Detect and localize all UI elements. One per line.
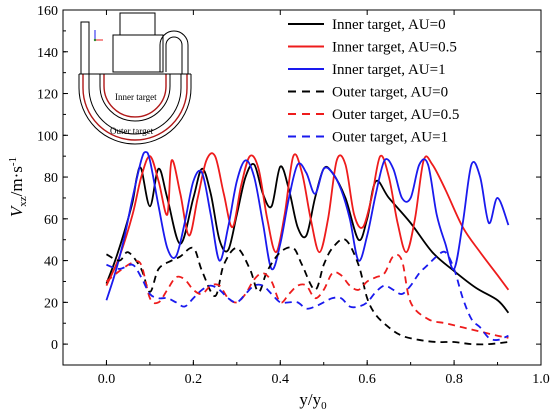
inset-central-column bbox=[119, 12, 156, 36]
y-axis-label-unit: /m·s bbox=[7, 166, 26, 196]
inset-label-inner-target: Inner target bbox=[115, 92, 157, 102]
y-tick-label: 60 bbox=[44, 213, 58, 228]
legend-label-5: Outer target, AU=1 bbox=[332, 130, 448, 146]
inset-inner-u bbox=[99, 74, 171, 122]
inset-label-outer-target: Outer target bbox=[110, 126, 154, 136]
legend-label-4: Outer target, AU=0.5 bbox=[332, 107, 459, 123]
y-tick-label: 20 bbox=[44, 296, 58, 311]
inset-right-hook bbox=[159, 30, 189, 74]
y-tick-label: 100 bbox=[37, 129, 58, 144]
series-line-2 bbox=[105, 151, 510, 301]
y-axis-label-main: V bbox=[7, 204, 26, 217]
series-group bbox=[105, 151, 510, 346]
y-tick-label: 0 bbox=[51, 338, 58, 353]
inset-outer-u bbox=[78, 74, 192, 145]
series-line-1 bbox=[105, 152, 510, 291]
inset-axis-glyph-origin bbox=[93, 38, 97, 42]
x-axis-label-subscript: 0 bbox=[321, 400, 327, 412]
y-axis-label-superscript: -1 bbox=[7, 157, 19, 166]
legend-label-1: Inner target, AU=0.5 bbox=[332, 40, 457, 56]
plot-area-frame bbox=[62, 9, 542, 366]
x-tick-label: 0.2 bbox=[185, 372, 203, 387]
legend-label-2: Inner target, AU=1 bbox=[332, 62, 446, 78]
series-line-4 bbox=[105, 253, 509, 339]
y-tick-label: 80 bbox=[44, 171, 58, 186]
y-tick-label: 160 bbox=[37, 4, 58, 19]
inset-outer-u-red bbox=[82, 74, 188, 141]
x-tick-label: 0.6 bbox=[358, 372, 376, 387]
legend-label-3: Outer target, AU=0 bbox=[332, 85, 448, 101]
y-tick-label: 140 bbox=[37, 46, 58, 61]
x-tick-label: 0.8 bbox=[445, 372, 463, 387]
y-axis-label: Vxz/m·s-1 bbox=[7, 157, 29, 217]
y-tick-label: 40 bbox=[44, 255, 58, 270]
x-axis-label-main: y/y bbox=[299, 390, 321, 409]
x-tick-label: 0.0 bbox=[98, 372, 116, 387]
series-line-0 bbox=[105, 163, 510, 314]
x-axis-label: y/y0 bbox=[299, 390, 327, 412]
inset-inner-u-red bbox=[103, 74, 167, 118]
legend: Inner target, AU=0 Inner target, AU=0.5 In… bbox=[288, 17, 459, 146]
x-tick-label: 0.4 bbox=[272, 372, 290, 387]
series-line-3 bbox=[106, 238, 509, 346]
inset-mid-u bbox=[88, 74, 182, 135]
y-axis-label-subscript: xz bbox=[17, 196, 29, 207]
legend-label-0: Inner target, AU=0 bbox=[332, 17, 446, 33]
series-line-5 bbox=[106, 250, 509, 341]
inset-left-tube bbox=[80, 21, 90, 75]
x-tick-label: 1.0 bbox=[532, 372, 550, 387]
y-tick-label: 120 bbox=[37, 88, 58, 103]
inset-central-neck bbox=[112, 34, 164, 73]
axis-ticks: 0.0 0.2 0.4 0.6 0.8 1.0 0 20 40 60 80 100 120 140 160 bbox=[37, 4, 550, 387]
inset-schematic: Inner target Outer target bbox=[78, 12, 192, 145]
inset-right-hook-inner bbox=[165, 36, 183, 74]
